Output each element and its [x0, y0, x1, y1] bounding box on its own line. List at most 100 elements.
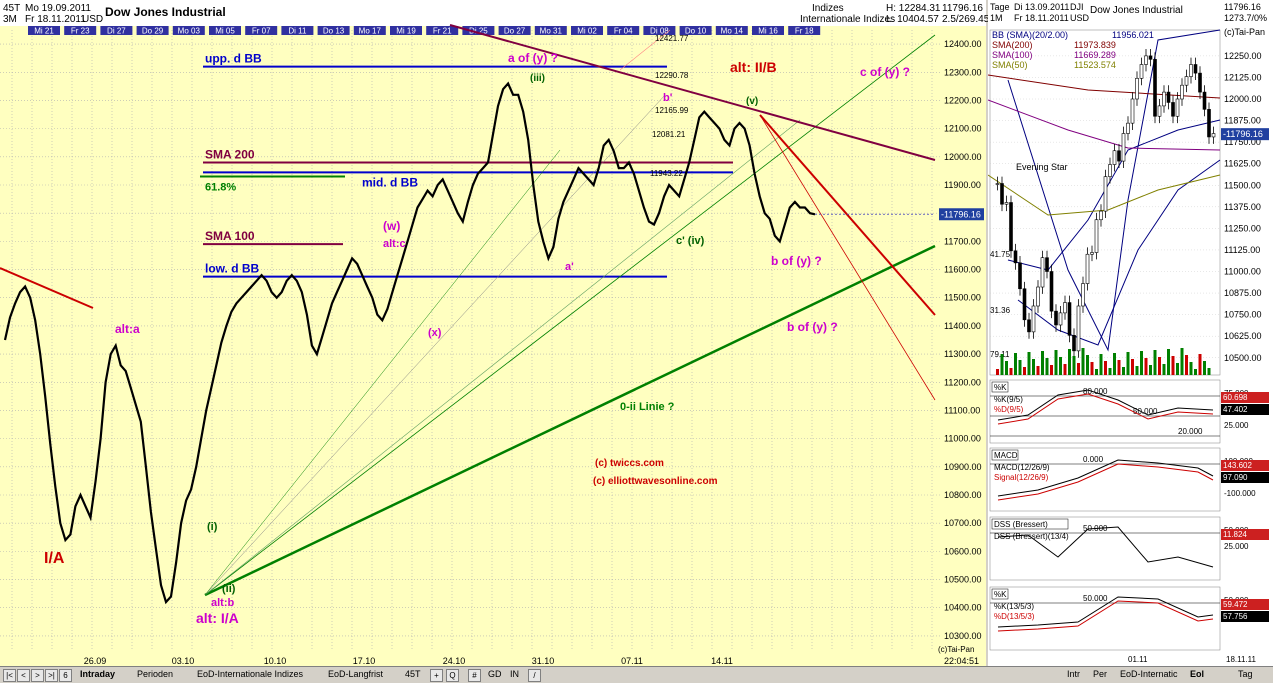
volume-bar [1158, 357, 1161, 375]
nav-first-icon[interactable]: |< [3, 669, 16, 682]
draw-icon[interactable]: / [528, 669, 541, 682]
indicator-frame [989, 447, 1221, 512]
tab-right-eod-internatic[interactable]: EoD-Internatic [1120, 669, 1178, 679]
annotation-x: (x) [428, 327, 442, 339]
tab-right-eol[interactable]: Eol [1190, 669, 1205, 679]
volume-bar [1027, 352, 1031, 375]
main-chart-background [0, 0, 986, 666]
tab-intraday[interactable]: Intraday [80, 669, 116, 679]
annotation-alt-IIB: alt: II/B [730, 59, 777, 75]
chart-title: Dow Jones Industrial [105, 5, 226, 19]
y-tick-label: 10800.00 [944, 490, 982, 500]
bottom-date-label: 14.11 [711, 656, 733, 666]
right-range-select[interactable]: Tag [1238, 669, 1253, 679]
tab-bar: |< < > >| 6 Intraday Perioden EoD-Intern… [0, 666, 1273, 683]
daily-y-tick: 12250.00 [1224, 51, 1262, 61]
top-date-cell [28, 26, 60, 35]
nav-prev-icon[interactable]: < [17, 669, 30, 682]
fan-line-4 [204, 149, 561, 596]
volume-bar [1194, 369, 1197, 375]
candle-body [1085, 253, 1090, 284]
top-date-label: Fr 21 [433, 27, 452, 36]
top-date-label: Mi 16 [758, 27, 778, 36]
candle-body [1189, 64, 1193, 77]
candle-body [1063, 302, 1067, 314]
daily-y-tick: 10750.00 [1224, 310, 1262, 320]
top-date-cell [607, 26, 640, 35]
indicator-panels: %K%K(9/5)%D(9/5)80.00050.00020.00075.000… [989, 379, 1269, 664]
candle-body [1094, 219, 1099, 253]
annotation-a-prime: a' [565, 261, 574, 273]
chart-type-icon[interactable]: 6 [59, 669, 72, 682]
bottom-date-label: 31.10 [532, 656, 555, 666]
indicator-frame [989, 379, 1221, 444]
nav-next-icon[interactable]: > [31, 669, 44, 682]
top-date-label: Mo 14 [721, 27, 744, 36]
interval-select[interactable]: 45T [405, 669, 421, 679]
volume-bar [1041, 351, 1044, 375]
right-interval: 1M [990, 13, 1003, 23]
indicator-legend: DSS (Bressert)(13/4) [994, 532, 1069, 541]
tab-right-intr[interactable]: Intr [1067, 669, 1081, 679]
volume-bar [1122, 367, 1125, 375]
nav-last-icon[interactable]: >| [45, 669, 58, 682]
top-date-label: Mo 03 [178, 27, 201, 36]
top-date-label: Fr 18 [795, 27, 814, 36]
crosshair-icon[interactable]: + [430, 669, 443, 682]
candle-body [1162, 91, 1166, 107]
tab-perioden[interactable]: Perioden [137, 669, 174, 679]
candle-body [1045, 257, 1049, 272]
daily-y-tick: 11750.00 [1224, 137, 1261, 147]
copyright-label: (c)Tai-Pan [938, 645, 974, 654]
volume-bar [1032, 359, 1035, 375]
top-date-cell [353, 26, 386, 35]
candle-body [1126, 122, 1130, 134]
candle-body [1004, 202, 1009, 205]
y-tick-label: 12000.00 [944, 152, 982, 162]
top-date-row: Mi 21 Fr 23 Di 27 Do 29 Mo 03 Mi 05 Fr 07 Di 11… [28, 26, 821, 36]
top-date-cell [64, 26, 97, 35]
fan-line-2 [204, 119, 801, 596]
volume-bar [1036, 366, 1040, 375]
volume-bar [1113, 353, 1116, 375]
top-date-cell [281, 26, 314, 35]
daily-y-tick: 11875.00 [1224, 116, 1261, 126]
candle-body [1027, 319, 1031, 333]
right-panel[interactable]: Tage Di 13.09.2011 1M Fr 18.11.2011DJIUSDDo… [988, 0, 1273, 666]
volume-bar [1180, 348, 1184, 375]
in-button[interactable]: IN [510, 669, 519, 679]
main-chart[interactable]: Mi 21 Fr 23 Di 27 Do 29 Mo 03 Mi 05 Fr 07 Di 11… [0, 0, 986, 666]
bottom-date-label: 24.10 [443, 656, 466, 666]
level-label: 12081.21 [652, 130, 686, 139]
range-label: 3M [3, 14, 17, 25]
tab-eod-internationale-indizes[interactable]: EoD-Internationale Indizes [197, 669, 304, 679]
level-label: 12290.78 [655, 71, 689, 80]
tab-eod-langfrist[interactable]: EoD-Langfrist [328, 669, 384, 679]
fan-line-1 [204, 34, 936, 596]
candle-body [1184, 76, 1189, 86]
indicator-frame [989, 586, 1221, 651]
volume-bar [1086, 355, 1089, 375]
tab-right-per[interactable]: Per [1093, 669, 1108, 679]
gd-button[interactable]: GD [488, 669, 502, 679]
top-date-cell [534, 26, 567, 35]
volume-bar [1167, 349, 1170, 375]
y-tick-label: 12300.00 [944, 67, 982, 77]
top-date-label: Fr 07 [252, 27, 271, 36]
right-header-bg [988, 0, 1273, 26]
y-tick-label: 12400.00 [944, 39, 982, 49]
volume-bar [1081, 348, 1085, 375]
right-top-value-1: 11796.16 [1224, 2, 1261, 12]
daily-y-tick: 10625.00 [1224, 331, 1262, 341]
volume-bar [1072, 356, 1076, 375]
indicator-legend: %D(13/5/3) [994, 612, 1035, 621]
volume-bar [1045, 358, 1049, 375]
candle-body [1198, 72, 1202, 93]
y-tick-label: 12100.00 [944, 124, 982, 134]
daily-label-2: 31.36 [990, 306, 1011, 315]
grid-icon[interactable]: # [468, 669, 481, 682]
top-date-label: Di 25 [469, 27, 488, 36]
volume-bar [1104, 361, 1107, 375]
zoom-icon[interactable]: Q [446, 669, 459, 682]
right-bottom-date-2: 18.11.11 [1226, 655, 1257, 664]
